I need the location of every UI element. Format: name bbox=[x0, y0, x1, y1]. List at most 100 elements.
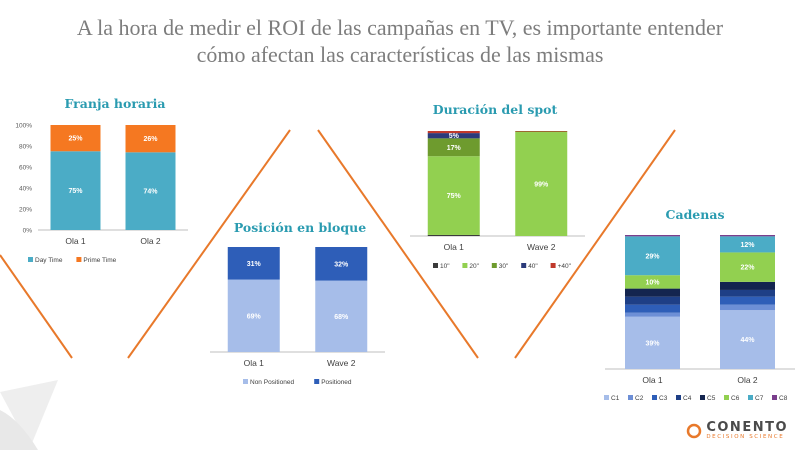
brand-logo: CONENTO DECISION SCIENCE bbox=[686, 421, 788, 440]
bar-segment bbox=[720, 296, 775, 305]
brand-name: CONENTO bbox=[706, 420, 788, 435]
legend-swatch bbox=[550, 263, 556, 268]
data-label: 29% bbox=[645, 253, 660, 260]
data-label: 44% bbox=[740, 337, 755, 344]
y-tick-label: 100% bbox=[15, 123, 32, 130]
legend-swatch bbox=[243, 379, 248, 384]
legend-label: +40" bbox=[558, 263, 572, 270]
legend-label: 10" bbox=[440, 263, 450, 270]
bar-segment bbox=[625, 235, 680, 237]
bar-segment bbox=[125, 152, 176, 230]
legend-label: C7 bbox=[755, 395, 764, 402]
data-label: 12% bbox=[740, 242, 755, 249]
zigzag-line-2 bbox=[127, 129, 291, 359]
legend-label: 40" bbox=[528, 263, 538, 270]
legend-label: C1 bbox=[611, 395, 620, 402]
category-label: Ola 1 bbox=[444, 242, 465, 252]
bar-segment bbox=[720, 310, 775, 369]
data-label: 39% bbox=[645, 340, 660, 347]
data-label: 75% bbox=[68, 188, 83, 195]
brand-tagline: DECISION SCIENCE bbox=[706, 434, 785, 440]
legend-swatch bbox=[700, 395, 705, 400]
data-label: 22% bbox=[740, 265, 755, 272]
bar-segment bbox=[625, 236, 680, 276]
data-label: 5% bbox=[449, 133, 460, 140]
legend-label: C6 bbox=[731, 395, 740, 402]
bar-segment bbox=[315, 280, 368, 352]
bar-segment bbox=[515, 131, 568, 133]
bar-segment bbox=[427, 234, 480, 236]
chart-duracion-spot: 75% 17% 5% Ola 1 99% Wave 2 10" 20" 30" 40" +40" bbox=[410, 131, 585, 270]
legend-swatch bbox=[748, 395, 753, 400]
bar-segment bbox=[625, 312, 680, 317]
category-label: Ola 2 bbox=[737, 375, 758, 385]
bar-segment bbox=[720, 304, 775, 311]
zigzag-line-3 bbox=[317, 129, 479, 359]
y-tick-label: 60% bbox=[19, 165, 32, 172]
legend-label: Prime Time bbox=[83, 257, 116, 264]
legend-swatch bbox=[652, 395, 657, 400]
bar-segment bbox=[515, 132, 568, 236]
chart-posicion-bloque: 69% 31% Ola 1 68% 32% Wave 2 Non Positioned Pos… bbox=[210, 247, 385, 386]
zigzag-line-1 bbox=[0, 254, 73, 359]
y-tick-label: 80% bbox=[19, 144, 32, 151]
bar-segment bbox=[625, 304, 680, 313]
chart-title-franja-horaria: Franja horaria bbox=[64, 96, 166, 111]
data-label: 25% bbox=[68, 136, 83, 143]
data-label: 75% bbox=[447, 193, 462, 200]
legend-swatch bbox=[604, 395, 609, 400]
category-label: Ola 1 bbox=[244, 358, 265, 368]
chart-franja-horaria: 0% 20% 40% 60% 80% 100% 75% 25% Ola 1 74% 26% Ola 2… bbox=[15, 123, 188, 264]
bar-segment bbox=[720, 289, 775, 297]
bar-segment bbox=[427, 156, 480, 235]
bar-segment bbox=[625, 275, 680, 289]
category-label: Ola 1 bbox=[65, 236, 86, 246]
y-tick-label: 40% bbox=[19, 186, 32, 193]
bar-segment bbox=[427, 131, 480, 134]
legend-swatch bbox=[462, 263, 468, 268]
bar-segment bbox=[720, 252, 775, 282]
corner-logo-mark bbox=[0, 380, 58, 450]
bar-segment bbox=[720, 281, 775, 290]
legend-label: Positioned bbox=[321, 379, 352, 386]
brand-circle-icon bbox=[687, 423, 702, 438]
legend-swatch bbox=[628, 395, 633, 400]
bar-segment bbox=[720, 236, 775, 253]
legend-label: 20" bbox=[469, 263, 479, 270]
legend-label: 30" bbox=[499, 263, 509, 270]
bar-segment bbox=[227, 279, 280, 352]
data-label: 26% bbox=[143, 136, 158, 143]
data-label: 31% bbox=[247, 261, 262, 268]
bar-segment bbox=[315, 247, 368, 281]
bar-segment bbox=[720, 235, 775, 237]
data-label: 69% bbox=[247, 313, 262, 320]
data-label: 74% bbox=[143, 189, 158, 196]
legend-label: Non Positioned bbox=[250, 379, 294, 386]
data-label: 17% bbox=[447, 145, 462, 152]
chart-title-duracion-spot: Duración del spot bbox=[432, 102, 558, 117]
y-tick-label: 0% bbox=[23, 228, 33, 235]
legend-swatch bbox=[724, 395, 729, 400]
category-label: Wave 2 bbox=[527, 242, 556, 252]
data-label: 68% bbox=[334, 314, 349, 321]
legend-swatch bbox=[491, 263, 497, 268]
legend-swatch bbox=[28, 257, 33, 262]
bar-segment bbox=[515, 131, 568, 132]
y-tick-label: 20% bbox=[19, 207, 32, 214]
legend-swatch bbox=[76, 257, 82, 262]
legend-swatch bbox=[772, 395, 777, 400]
bar-segment bbox=[50, 125, 101, 152]
data-label: 32% bbox=[334, 261, 349, 268]
data-label: 99% bbox=[534, 182, 549, 189]
legend-swatch bbox=[521, 263, 527, 268]
bar-segment bbox=[625, 296, 680, 305]
legend-label: Day Time bbox=[35, 257, 63, 264]
legend-swatch bbox=[676, 395, 681, 400]
legend-label: C5 bbox=[707, 395, 716, 402]
bar-segment bbox=[50, 151, 101, 230]
category-label: Ola 2 bbox=[140, 236, 161, 246]
category-label: Wave 2 bbox=[327, 358, 356, 368]
zigzag-line-4 bbox=[514, 129, 676, 359]
bar-segment bbox=[427, 133, 480, 139]
